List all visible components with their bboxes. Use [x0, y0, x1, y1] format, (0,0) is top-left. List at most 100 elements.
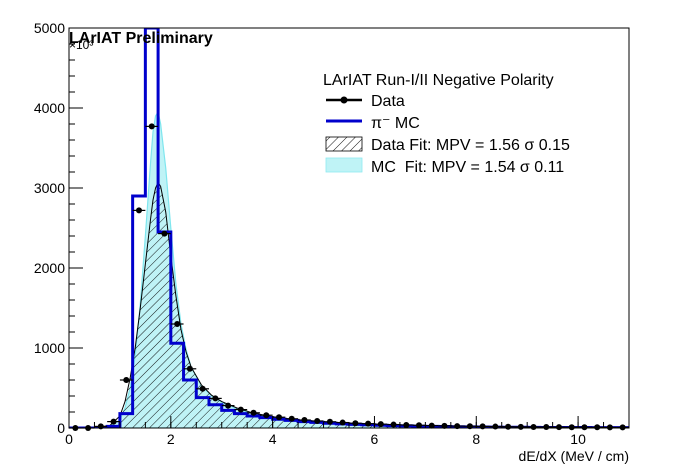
data-point-marker [288, 415, 295, 422]
data-point [107, 418, 120, 425]
legend-label-mc-fit: MC Fit: MPV = 1.54 σ 0.11 [371, 159, 564, 176]
data-point-marker [606, 424, 613, 431]
x-tick-label: 2 [167, 431, 175, 447]
y-tick-label: 2000 [34, 260, 65, 276]
data-point-marker [505, 423, 512, 430]
legend-entry-data-fit: Data Fit: MPV = 1.56 σ 0.15 [325, 136, 570, 154]
data-point-marker [212, 395, 219, 402]
data-point [438, 422, 451, 429]
y-tick-label: 0 [57, 420, 65, 436]
data-point [145, 123, 159, 130]
data-point [361, 420, 375, 427]
data-point [247, 409, 260, 416]
data-point [374, 421, 388, 428]
data-point [183, 365, 197, 372]
legend: LArIAT Run-I/II Negative Polarity Data π… [323, 72, 570, 176]
x-tick-label: 8 [472, 431, 480, 447]
data-point [336, 419, 349, 426]
y-tick-label: 1000 [34, 340, 65, 356]
data-point-marker [441, 422, 448, 429]
data-point [539, 424, 553, 431]
data-point [590, 424, 604, 431]
x-axis-label: dE/dX (MeV / cm) [519, 448, 629, 464]
legend-entry-mc: π⁻ MC [326, 115, 420, 132]
data-point [349, 420, 362, 427]
data-point [158, 230, 171, 237]
data-point [310, 417, 324, 424]
data-point-marker [276, 414, 282, 421]
x-tick-label: 6 [371, 431, 379, 447]
data-point [221, 402, 235, 409]
data-point-marker [136, 207, 142, 214]
data-point [132, 207, 146, 214]
data-point [578, 424, 591, 431]
data-point-marker [314, 417, 321, 424]
data-point-marker [619, 424, 626, 431]
data-point-marker [301, 417, 308, 423]
legend-header: LArIAT Run-I/II Negative Polarity [323, 72, 554, 89]
data-point [119, 377, 133, 383]
data-point-marker [594, 424, 601, 431]
data-point-marker [339, 419, 346, 426]
y-tick-label: 5000 [34, 20, 65, 36]
y-tick-label: 4000 [34, 100, 65, 116]
chart-title: LArIAT Preliminary [69, 30, 213, 47]
data-point [323, 418, 337, 425]
data-point-marker [250, 409, 257, 416]
data-point-marker [352, 420, 359, 427]
legend-label-data-fit: Data Fit: MPV = 1.56 σ 0.15 [371, 137, 570, 154]
data-point [387, 421, 400, 428]
data-point [259, 412, 273, 419]
legend-label-data: Data [371, 93, 405, 110]
data-point-marker [225, 402, 232, 409]
data-point-marker [492, 423, 499, 430]
data-point-marker [416, 422, 422, 429]
data-point-marker [123, 377, 130, 383]
data-point [565, 424, 579, 431]
data-point-marker [365, 420, 372, 427]
data-point-marker [568, 424, 575, 431]
data-point-marker [428, 422, 435, 429]
data-point-marker [148, 123, 155, 130]
data-point [272, 414, 286, 421]
y-exponent-label: ×10³ [69, 38, 93, 52]
data-point-marker [543, 424, 550, 431]
legend-swatch-hatched [325, 136, 363, 152]
data-point-marker [517, 423, 524, 430]
data-point-marker [581, 424, 588, 431]
legend-marker-data [340, 96, 348, 104]
data-point [616, 424, 629, 431]
data-point-marker [263, 412, 270, 419]
legend-entry-mc-fit: MC Fit: MPV = 1.54 σ 0.11 [325, 157, 564, 176]
data-point-marker [161, 230, 168, 237]
data-point-marker [390, 421, 397, 428]
legend-entry-data: Data [326, 93, 405, 110]
data-point-marker [556, 424, 562, 431]
legend-label-mc: π⁻ MC [371, 115, 420, 132]
y-tick-label: 3000 [34, 180, 65, 196]
axes-layer: 0 2 4 6 8 10 0 1000 2000 3000 4000 5000 [34, 20, 630, 447]
data-point-marker [326, 418, 333, 425]
x-tick-label: 4 [269, 431, 277, 447]
data-point-marker [530, 423, 537, 430]
legend-swatch-cyan [325, 157, 363, 173]
data-point-marker [237, 406, 244, 413]
data-point-marker [199, 385, 206, 392]
data-point [285, 415, 299, 422]
data-point [209, 395, 222, 402]
data-point-marker [186, 365, 193, 372]
data-point-marker [377, 421, 384, 428]
data-point [170, 321, 184, 327]
data-point-marker [110, 418, 117, 425]
x-tick-label: 10 [570, 431, 586, 447]
data-point [603, 424, 617, 431]
data-point-marker [174, 321, 181, 327]
data-points-layer [69, 123, 629, 431]
x-tick-label: 0 [65, 431, 73, 447]
data-point [425, 422, 439, 429]
data-point [552, 424, 566, 431]
data-point [412, 422, 426, 429]
data-point [234, 406, 248, 413]
